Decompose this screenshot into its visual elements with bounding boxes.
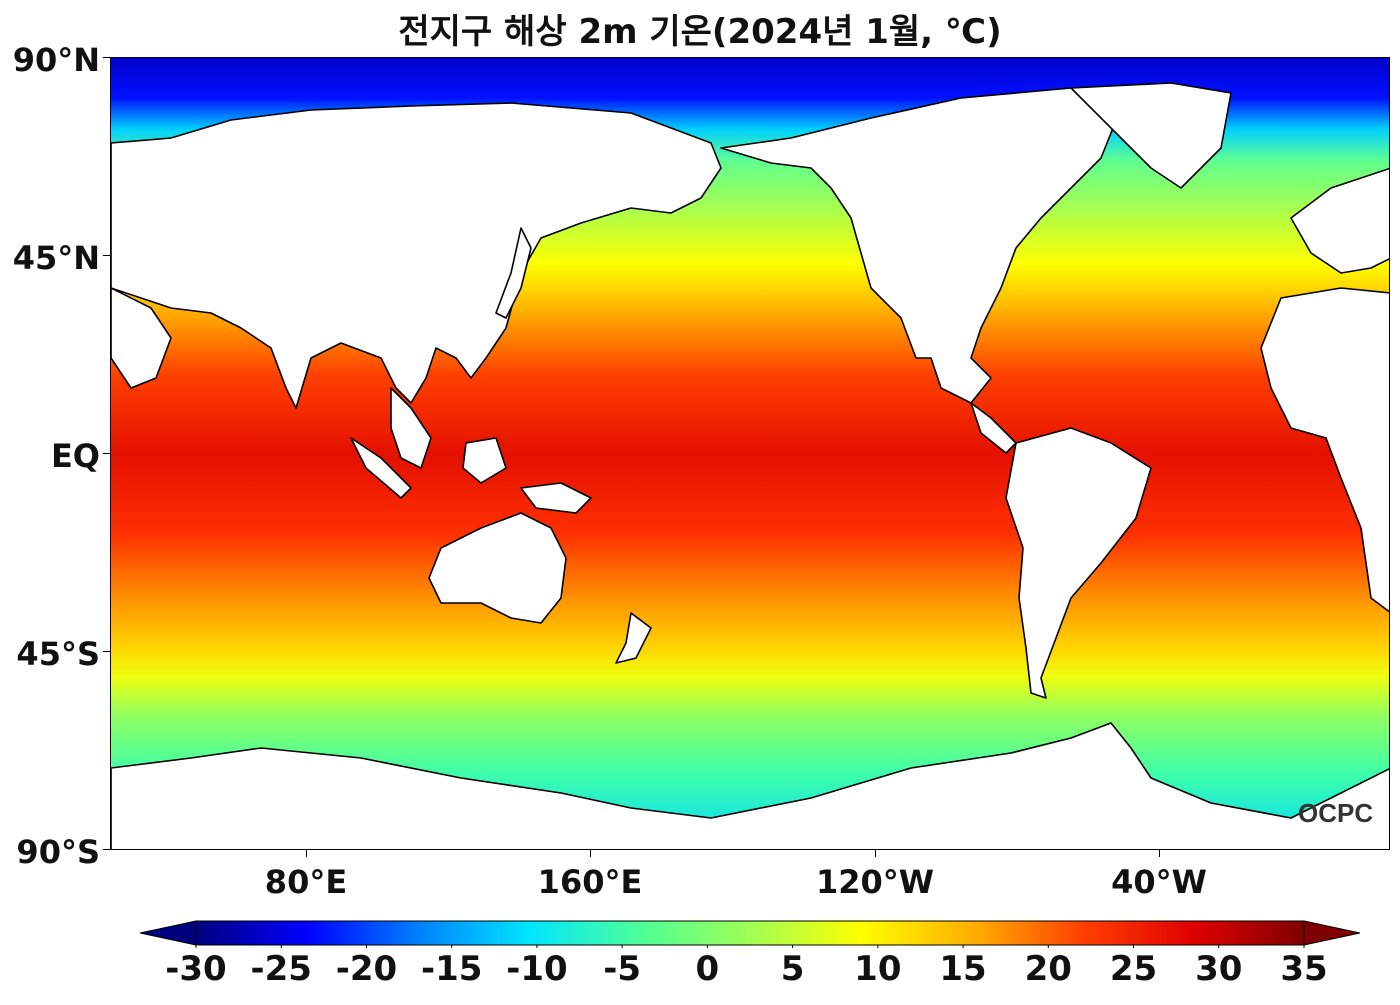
- landmass-australia: [428, 512, 567, 624]
- temperature-map: [111, 58, 1389, 849]
- landmass-eurasia: [111, 102, 722, 409]
- y-tick-45s: [103, 651, 110, 652]
- y-label-eq: EQ: [50, 437, 100, 475]
- colorbar-tick-label: -30: [165, 949, 227, 989]
- colorbar-tick-label: 30: [1195, 949, 1243, 989]
- x-tick-40w: [1159, 850, 1160, 857]
- landmass-new-guinea: [520, 482, 592, 514]
- landmass-borneo: [462, 437, 507, 484]
- colorbar-tick-label: 15: [939, 949, 987, 989]
- x-label-120w: 120°W: [815, 863, 935, 901]
- map-title: 전지구 해상 2m 기온(2024년 1월, ℃): [398, 12, 1002, 52]
- y-label-45s: 45°S: [16, 635, 100, 673]
- landmass-south-america: [1005, 427, 1152, 699]
- colorbar-ticks: [195, 945, 1305, 948]
- colorbar-tick-label: -10: [506, 949, 568, 989]
- colorbar-tick-label: -5: [603, 949, 642, 989]
- colorbar: [140, 920, 1360, 948]
- x-tick-120w: [875, 850, 876, 857]
- landmass-europe: [1290, 167, 1389, 274]
- landmass-central-america: [970, 402, 1017, 454]
- x-tick-160e: [590, 850, 591, 857]
- landmass-japan: [495, 227, 532, 319]
- y-tick-90n: [103, 57, 110, 58]
- colorbar-min-arrow: [140, 920, 197, 946]
- landmass-arabia: [111, 287, 172, 389]
- colorbar-tick-label: 10: [854, 949, 902, 989]
- map-panel: [110, 57, 1390, 850]
- colorbar-tick-label: -20: [335, 949, 398, 989]
- ocpc-logo: OCPC: [1298, 798, 1374, 828]
- x-label-160e: 160°E: [537, 863, 643, 901]
- landmass-greenland: [1070, 82, 1232, 189]
- landmass-antarctica: [111, 722, 1389, 849]
- colorbar-max-arrow: [1303, 920, 1360, 946]
- y-tick-45n: [103, 255, 110, 256]
- colorbar-tick-label: 20: [1024, 949, 1072, 989]
- landmass-sumatra: [350, 437, 412, 499]
- colorbar-tick-label: -15: [420, 949, 483, 989]
- colorbar-tick-label: 35: [1280, 949, 1328, 989]
- y-tick-90s: [103, 849, 110, 850]
- landmass-new-zealand: [615, 612, 652, 664]
- y-label-90s: 90°S: [16, 833, 100, 871]
- colorbar-tick-label: 5: [780, 949, 805, 989]
- colorbar-body: [195, 920, 1305, 946]
- colorbar-tick-label: 0: [695, 949, 720, 989]
- y-tick-eq: [103, 453, 110, 454]
- x-label-80e: 80°E: [264, 863, 348, 901]
- colorbar-tick-label: -25: [250, 949, 312, 989]
- landmass-africa: [1260, 287, 1389, 613]
- x-label-40w: 40°W: [1111, 863, 1207, 901]
- landmass-indochina: [390, 387, 432, 469]
- colorbar-tick-label: 25: [1109, 949, 1158, 989]
- y-label-45n: 45°N: [12, 239, 100, 277]
- y-label-90n: 90°N: [12, 41, 100, 79]
- x-tick-80e: [306, 850, 307, 857]
